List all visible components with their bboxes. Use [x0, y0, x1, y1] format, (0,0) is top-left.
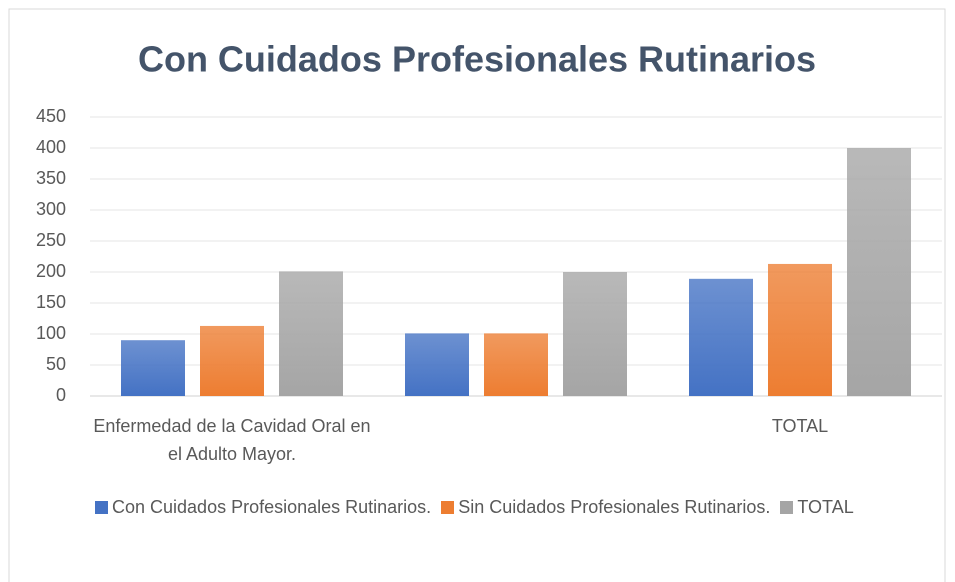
x-tick-label: Enfermedad de la Cavidad Oral en el Adul…: [93, 416, 371, 464]
y-tick-label: 150: [36, 292, 66, 312]
y-tick-label: 300: [36, 199, 66, 219]
bar: [279, 271, 343, 396]
chart-title: Con Cuidados Profesionales Rutinarios: [138, 39, 816, 80]
y-tick-label: 50: [46, 354, 66, 374]
legend-swatch: [95, 500, 108, 514]
bar: [121, 340, 185, 396]
legend-label: Sin Cuidados Profesionales Rutinarios.: [458, 496, 771, 517]
bar: [847, 148, 911, 396]
bar: [563, 272, 627, 396]
y-tick-label: 200: [36, 261, 66, 281]
legend-item: Sin Cuidados Profesionales Rutinarios.: [441, 494, 770, 520]
y-tick-label: 350: [36, 168, 66, 188]
bar: [484, 333, 548, 396]
legend-swatch: [441, 500, 455, 514]
y-tick-label: 250: [36, 230, 66, 250]
y-tick-label: 0: [56, 385, 66, 405]
y-tick-label: 400: [36, 137, 66, 157]
bar: [768, 263, 832, 396]
legend-label: Con Cuidados Profesionales Rutinarios.: [112, 496, 432, 517]
legend: Con Cuidados Profesionales Rutinarios. Si…: [95, 494, 915, 520]
y-tick-label: 100: [36, 323, 66, 343]
y-tick-label: 450: [36, 106, 66, 126]
chart-border: [8, 8, 946, 582]
legend-swatch: [780, 500, 794, 514]
bar: [200, 325, 264, 396]
x-tick-label: TOTAL: [771, 416, 829, 436]
legend-item: TOTAL: [780, 494, 854, 520]
legend-item: Con Cuidados Profesionales Rutinarios.: [95, 494, 431, 520]
bar: [405, 333, 469, 396]
legend-label: TOTAL: [797, 496, 854, 517]
bar: [689, 278, 753, 396]
